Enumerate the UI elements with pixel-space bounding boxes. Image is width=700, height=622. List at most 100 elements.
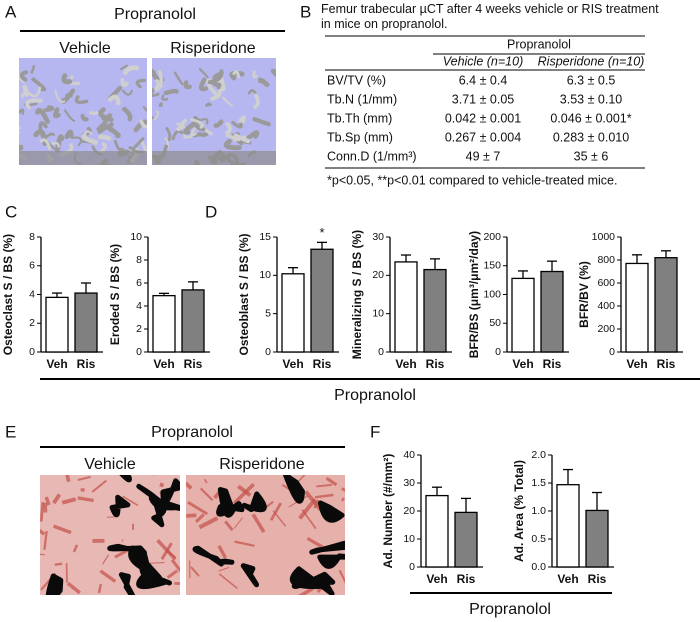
tissue-fiber [237, 484, 252, 497]
trabecula [113, 139, 120, 151]
panel-label: B [300, 2, 311, 21]
tissue-fiber [97, 583, 103, 594]
x-tick-label: Veh [282, 357, 303, 371]
trabecula [119, 64, 128, 71]
marrow-space [119, 475, 132, 483]
trabecula [107, 94, 121, 106]
y-tick-label: 0 [378, 346, 384, 358]
y-tick-label: 10 [130, 231, 142, 243]
tissue-fiber [316, 483, 332, 488]
tissue-fiber [44, 496, 51, 506]
panel-label: E [5, 422, 16, 441]
y-tick-label: 0 [495, 346, 501, 358]
tissue-fiber [186, 481, 193, 490]
trabecula [64, 129, 74, 140]
trabecula [163, 88, 179, 96]
trabecula [225, 122, 232, 135]
trabecula [270, 68, 276, 78]
marrow-space [309, 540, 345, 555]
table-group-header: Propranolol [507, 37, 571, 51]
trabecula [121, 89, 133, 96]
tissue-fiber [186, 513, 197, 518]
trabecula [142, 105, 147, 113]
tissue-fiber [272, 510, 287, 527]
trabecula [213, 119, 224, 128]
trabecula [152, 67, 156, 77]
y-tick-label: 5 [265, 307, 271, 319]
tissue-fiber [341, 497, 345, 502]
trabecula [123, 65, 140, 76]
trabecula [39, 138, 52, 151]
y-tick-label: 0.5 [531, 533, 546, 545]
bar [423, 268, 447, 353]
tissue-fiber [156, 539, 177, 561]
table-cell: 3.71 ± 0.05 [452, 92, 515, 106]
y-tick-label: 2 [29, 317, 35, 329]
y-tick-label: 1.0 [531, 505, 546, 517]
tissue-fiber [102, 554, 110, 565]
tissue-fiber [166, 569, 179, 579]
trabecula [244, 130, 260, 142]
tissue-fiber [40, 528, 46, 536]
y-tick-label: 0.0 [531, 561, 546, 573]
tissue-fiber [77, 496, 94, 503]
trabecula [97, 134, 112, 141]
y-tick-label: 0 [29, 346, 35, 358]
trabecula [173, 71, 184, 86]
x-tick-label: Ris [588, 572, 607, 586]
table-footnote: *p<0.05, **p<0.01 compared to vehicle-tr… [327, 173, 617, 187]
y-tick-label: 0 [265, 346, 271, 358]
tissue-fiber [54, 562, 63, 566]
trabecula [96, 116, 111, 132]
trabecula [198, 77, 209, 92]
tissue-fiber [298, 475, 306, 482]
x-tick-label: Ris [313, 357, 332, 371]
x-tick-label: Veh [426, 572, 447, 586]
x-tick-label: Ris [543, 357, 562, 371]
trabecula [38, 121, 48, 132]
x-tick-label: Veh [557, 572, 578, 586]
trabecula [103, 124, 121, 139]
y-tick-label: 0 [609, 346, 615, 358]
group-label: Vehicle [59, 40, 111, 57]
tissue-fiber [314, 493, 334, 499]
tissue-fiber [233, 517, 243, 529]
trabecula [198, 67, 209, 78]
tissue-fiber [72, 544, 79, 553]
trabecula [161, 94, 169, 101]
tissue-fiber [297, 587, 314, 595]
y-tick-label: 1.5 [531, 477, 546, 489]
y-tick-label: 15 [259, 231, 271, 243]
x-tick-label: Veh [46, 357, 67, 371]
trabecula [63, 109, 76, 122]
panel-label: C [5, 202, 17, 221]
trabecula [97, 122, 114, 134]
marrow-space [192, 545, 224, 567]
tissue-fiber [198, 516, 219, 530]
y-tick-label: 40 [403, 449, 415, 461]
tissue-fiber [61, 497, 77, 505]
table-cell: 0.046 ± 0.001* [550, 111, 631, 125]
trabecula [131, 137, 145, 150]
trabecula [207, 83, 218, 96]
trabecula [190, 118, 205, 129]
trabecula [44, 132, 55, 139]
y-tick-label: 800 [597, 254, 615, 266]
tissue-fiber [170, 558, 180, 573]
y-axis-label: BFR/BV (%) [577, 261, 591, 328]
trabecula [153, 110, 160, 121]
tissue-fiber [190, 566, 200, 577]
group-footer: Propranolol [469, 601, 551, 618]
bar [74, 292, 98, 353]
table-cell: 0.283 ± 0.010 [553, 130, 629, 144]
tissue-fiber [187, 501, 209, 516]
tissue-fiber [40, 501, 45, 522]
significance-marker: * [319, 225, 324, 240]
tissue-fiber [199, 487, 214, 502]
trabecula [30, 65, 36, 74]
tissue-fiber [159, 482, 165, 488]
marrow-space [241, 491, 267, 513]
bar [511, 277, 535, 353]
tissue-fiber [153, 475, 156, 476]
table-column-header: Vehicle (n=10) [443, 54, 524, 68]
